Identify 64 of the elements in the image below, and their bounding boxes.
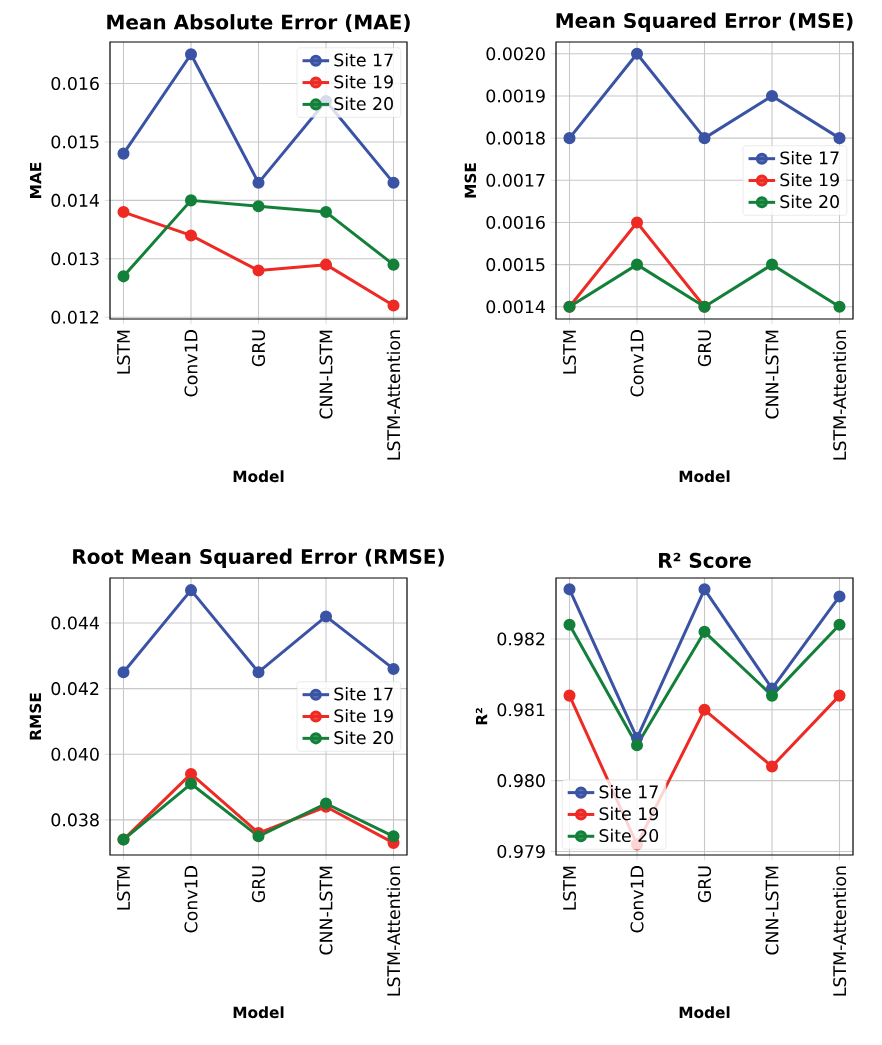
x-axis-title: Model bbox=[233, 1006, 284, 1019]
y-axis-title: RMSE bbox=[29, 693, 42, 740]
y-tick-label: 0.016 bbox=[51, 76, 99, 91]
y-tick-label: 0.982 bbox=[497, 632, 545, 646]
y-axis-title: MAE bbox=[30, 162, 42, 198]
x-tick-label: GRU bbox=[251, 866, 266, 903]
x-tick-label: LSTM bbox=[116, 866, 131, 910]
legend-label: Site 19 bbox=[599, 806, 659, 821]
y-tick-label: 0.981 bbox=[497, 703, 545, 717]
legend-label: Site 17 bbox=[334, 687, 393, 701]
legend-label: Site 19 bbox=[334, 708, 393, 723]
x-tick-label: GRU bbox=[697, 866, 712, 903]
legend-label: Site 20 bbox=[780, 194, 839, 209]
y-tick-label: 0.0017 bbox=[486, 173, 545, 187]
x-tick-label: CNN-LSTM bbox=[765, 866, 779, 955]
chart-title: Root Mean Squared Error (RMSE) bbox=[73, 548, 444, 568]
chart-title: Mean Squared Error (MSE) bbox=[556, 12, 853, 32]
x-tick-label: LSTM-Attention bbox=[386, 330, 401, 460]
x-tick-label: GRU bbox=[697, 330, 712, 367]
legend-label: Site 19 bbox=[334, 74, 393, 89]
x-tick-label: LSTM bbox=[562, 866, 577, 910]
y-tick-label: 0.979 bbox=[497, 844, 545, 859]
y-tick-label: 0.980 bbox=[497, 774, 545, 788]
y-tick-label: 0.0019 bbox=[486, 89, 545, 103]
y-tick-label: 0.044 bbox=[51, 616, 99, 630]
y-axis-title: MSE bbox=[464, 163, 477, 198]
y-tick-label: 0.012 bbox=[51, 310, 99, 324]
legend-label: Site 20 bbox=[334, 730, 393, 745]
y-tick-label: 0.0020 bbox=[486, 47, 545, 61]
y-tick-label: 0.0015 bbox=[486, 258, 545, 272]
x-tick-label: LSTM bbox=[116, 330, 131, 374]
x-tick-label: LSTM-Attention bbox=[832, 866, 847, 996]
y-tick-label: 0.0016 bbox=[486, 215, 545, 230]
y-tick-label: 0.040 bbox=[51, 747, 99, 761]
x-axis-title: Model bbox=[233, 470, 284, 483]
x-axis-title: Model bbox=[679, 1006, 730, 1019]
legend-label: Site 17 bbox=[780, 151, 839, 165]
x-tick-label: Conv1D bbox=[184, 330, 198, 397]
y-axis-title: R² bbox=[475, 708, 488, 725]
x-axis-title: Model bbox=[679, 470, 730, 483]
x-tick-label: LSTM-Attention bbox=[832, 330, 847, 460]
legend-label: Site 19 bbox=[780, 172, 839, 187]
x-tick-label: CNN-LSTM bbox=[319, 866, 333, 955]
x-tick-label: Conv1D bbox=[184, 866, 198, 933]
chart-title: R² Score bbox=[659, 552, 751, 568]
x-tick-label: CNN-LSTM bbox=[319, 330, 333, 419]
y-tick-label: 0.0018 bbox=[486, 131, 545, 145]
x-tick-label: Conv1D bbox=[630, 866, 644, 933]
x-tick-label: LSTM-Attention bbox=[386, 866, 401, 996]
legend-label: Site 20 bbox=[334, 96, 393, 111]
x-tick-label: CNN-LSTM bbox=[765, 330, 779, 419]
x-tick-label: LSTM bbox=[562, 330, 577, 374]
y-tick-label: 0.038 bbox=[51, 813, 99, 827]
y-tick-label: 0.0014 bbox=[486, 300, 545, 314]
y-tick-label: 0.013 bbox=[51, 252, 99, 266]
y-tick-label: 0.014 bbox=[51, 193, 99, 207]
legend-label: Site 17 bbox=[334, 53, 393, 67]
y-tick-label: 0.015 bbox=[51, 135, 99, 149]
chart-title: Mean Absolute Error (MAE) bbox=[107, 14, 410, 32]
legend-label: Site 17 bbox=[599, 785, 658, 799]
x-tick-label: Conv1D bbox=[630, 330, 644, 397]
legend-label: Site 20 bbox=[599, 828, 659, 843]
x-tick-label: GRU bbox=[251, 330, 266, 367]
y-tick-label: 0.042 bbox=[51, 682, 99, 696]
